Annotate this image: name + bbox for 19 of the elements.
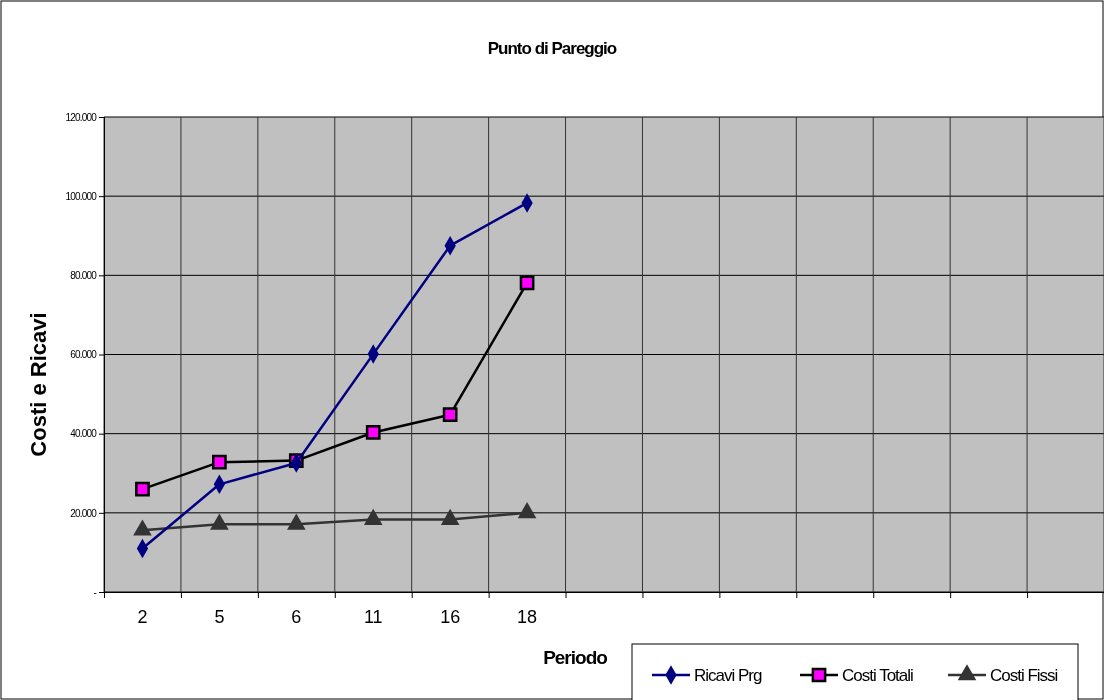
- x-tick-label: 18: [517, 607, 538, 627]
- y-tick-label: 20.000: [70, 507, 98, 519]
- legend-label: Costi Totali: [842, 666, 914, 685]
- x-tick-label: 16: [440, 607, 461, 627]
- x-tick-label: 5: [214, 607, 225, 627]
- x-tick-label: 2: [137, 607, 148, 627]
- y-tick-label: 60.000: [70, 349, 98, 361]
- x-axis-title: Periodo: [543, 647, 608, 668]
- chart-title: Punto di Pareggio: [487, 39, 617, 58]
- x-tick-label: 11: [363, 607, 383, 627]
- y-tick-label: 100.000: [65, 190, 98, 202]
- x-tick-label: 6: [291, 607, 302, 627]
- y-tick-label: -: [93, 586, 97, 598]
- y-tick-label: 40.000: [70, 428, 98, 440]
- legend-label: Costi Fissi: [990, 666, 1058, 685]
- y-tick-label: 120.000: [65, 111, 98, 123]
- legend-label: Ricavi Prg: [694, 666, 763, 685]
- y-tick-label: 80.000: [70, 270, 98, 282]
- y-axis-title: Costi e Ricavi: [26, 312, 51, 457]
